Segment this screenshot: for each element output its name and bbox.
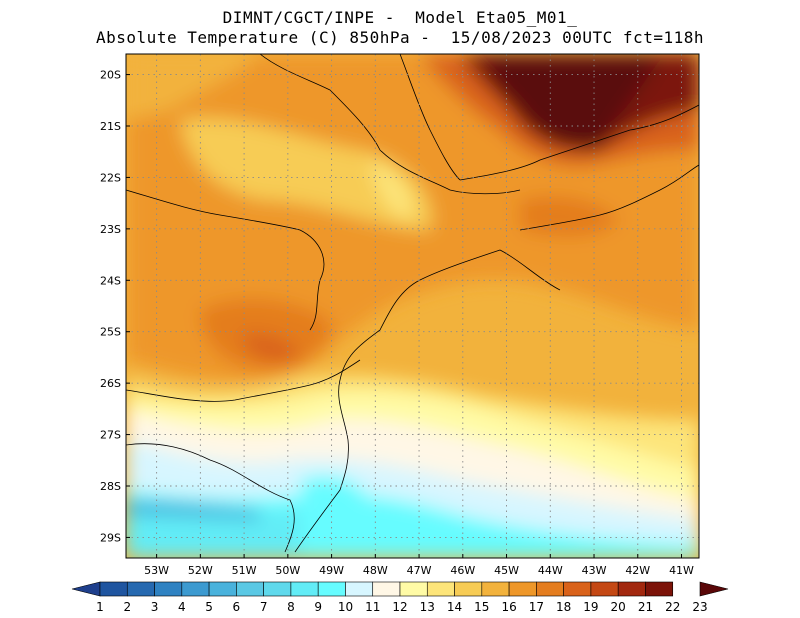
colorbar-label: 15: [474, 600, 489, 614]
lat-tick-label: 25S: [100, 326, 121, 339]
colorbar-swatch: [181, 581, 210, 597]
lon-tick-label: 52W: [188, 564, 213, 577]
colorbar-label: 17: [529, 600, 544, 614]
lat-tick-label: 26S: [100, 377, 121, 390]
lon-tick-label: 48W: [363, 564, 388, 577]
lat-tick-label: 22S: [100, 171, 121, 184]
lon-tick-label: 42W: [625, 564, 650, 577]
colorbar-label: 8: [287, 600, 295, 614]
colorbar-label: 10: [338, 600, 353, 614]
colorbar-swatch: [590, 581, 619, 597]
lat-tick-label: 27S: [100, 429, 121, 442]
colorbar-label: 18: [556, 600, 571, 614]
colorbar-label: 19: [583, 600, 598, 614]
lat-tick-label: 28S: [100, 480, 121, 493]
colorbar-label: 3: [151, 600, 159, 614]
lat-tick-label: 24S: [100, 274, 121, 287]
colorbar-label: 6: [233, 600, 241, 614]
colorbar-swatch: [236, 581, 264, 597]
colorbar-label: 16: [501, 600, 516, 614]
colorbar-swatch: [454, 581, 483, 597]
colorbar-swatch: [508, 581, 537, 597]
colorbar-label: 2: [123, 600, 131, 614]
colorbar-swatch: [126, 581, 155, 597]
colorbar-swatch: [617, 581, 646, 597]
lon-tick-label: 43W: [582, 564, 607, 577]
colorbar-label: 7: [260, 600, 268, 614]
lon-tick-label: 50W: [275, 564, 300, 577]
colorbar-swatch: [345, 581, 374, 597]
colorbar-swatch: [71, 581, 101, 597]
colorbar-swatch: [426, 581, 455, 597]
lat-tick-label: 23S: [100, 223, 121, 236]
lon-tick-label: 51W: [232, 564, 257, 577]
colorbar-label: 20: [611, 600, 626, 614]
colorbar-label: 1: [96, 600, 104, 614]
colorbar-label: 14: [447, 600, 462, 614]
colorbar-swatch: [263, 581, 292, 597]
colorbar-label: 5: [205, 600, 213, 614]
colorbar-swatch: [645, 581, 674, 597]
longitude-labels: 53W 52W 51W 50W 49W 48W 47W 46W 45W 44W 43W 42W 41W: [144, 554, 694, 577]
map-frame: [125, 53, 700, 559]
colorbar-label: 11: [365, 600, 380, 614]
colorbar-label: 22: [665, 600, 680, 614]
colorbar-swatch: [208, 581, 237, 597]
lon-tick-label: 46W: [450, 564, 475, 577]
colorbar-swatch: [536, 581, 564, 597]
lon-tick-label: 44W: [538, 564, 563, 577]
colorbar-label: 4: [178, 600, 186, 614]
lon-tick-label: 53W: [144, 564, 169, 577]
colorbar-swatch: [99, 581, 128, 597]
lon-tick-label: 49W: [319, 564, 344, 577]
colorbar-swatch: [372, 581, 401, 597]
colorbar-label: 12: [392, 600, 407, 614]
colorbar-swatch: [399, 581, 428, 597]
chart-subtitle: Absolute Temperature (C) 850hPa - 15/08/…: [96, 28, 704, 47]
colorbar-swatch: [563, 581, 592, 597]
colorbar-label: 21: [638, 600, 653, 614]
chart-title: DIMNT/CGCT/INPE - Model Eta05_M01_: [222, 8, 578, 27]
lon-tick-label: 47W: [407, 564, 432, 577]
colorbar-label: 23: [692, 600, 707, 614]
colorbar-swatch: [317, 581, 346, 597]
colorbar-label: 13: [420, 600, 435, 614]
lon-tick-label: 45W: [494, 564, 519, 577]
colorbar-swatch: [154, 581, 183, 597]
lat-tick-label: 29S: [100, 531, 121, 544]
latitude-labels: 20S 21S 22S 23S 24S 25S 26S 27S 28S 29S: [100, 69, 130, 544]
grid-lines: [126, 54, 699, 558]
colorbar: 1 2 3 4 5 6 7 8 9 10 11 12 13 14 15 16 17 18 19 20 21 22 23: [71, 581, 729, 614]
lon-tick-label: 41W: [669, 564, 694, 577]
lat-tick-label: 21S: [100, 120, 121, 133]
colorbar-swatch: [481, 581, 510, 597]
lat-tick-label: 20S: [100, 69, 121, 82]
colorbar-swatch: [699, 581, 729, 597]
temperature-field: [126, 54, 699, 558]
colorbar-label: 9: [314, 600, 322, 614]
colorbar-swatch: [290, 581, 319, 597]
